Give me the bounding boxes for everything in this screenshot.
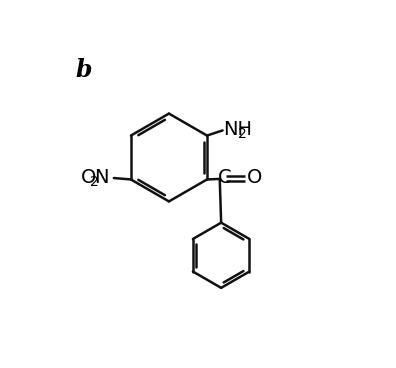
- Text: N: N: [94, 168, 109, 187]
- Text: O: O: [81, 168, 97, 187]
- Text: C: C: [217, 168, 231, 187]
- Text: b: b: [76, 59, 92, 82]
- Text: 2: 2: [90, 175, 99, 189]
- Text: 2: 2: [238, 127, 247, 141]
- Text: O: O: [247, 168, 262, 187]
- Text: NH: NH: [223, 120, 252, 138]
